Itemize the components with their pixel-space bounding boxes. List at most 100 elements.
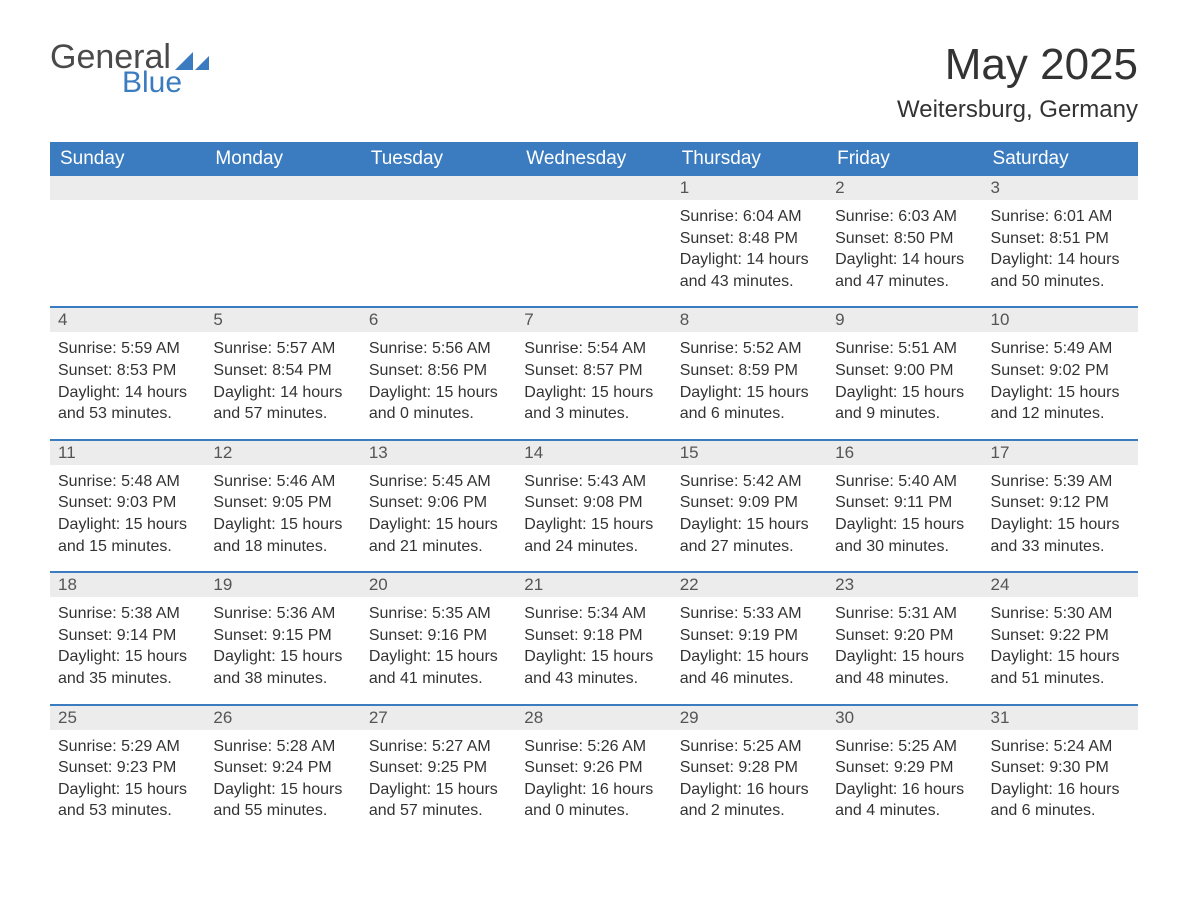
daylight-line: Daylight: 15 hours and 24 minutes. — [524, 514, 663, 557]
day-content: Sunrise: 5:43 AMSunset: 9:08 PMDaylight:… — [516, 465, 671, 571]
weekday-header-row: Sunday Monday Tuesday Wednesday Thursday… — [50, 142, 1138, 176]
calendar-week-row: 25Sunrise: 5:29 AMSunset: 9:23 PMDayligh… — [50, 704, 1138, 836]
sunset-line: Sunset: 9:26 PM — [524, 757, 663, 779]
day-number: 23 — [827, 571, 982, 597]
sunrise-line: Sunrise: 5:42 AM — [680, 471, 819, 493]
calendar-day-cell — [361, 176, 516, 306]
day-content: Sunrise: 5:34 AMSunset: 9:18 PMDaylight:… — [516, 597, 671, 703]
calendar-day-cell: 23Sunrise: 5:31 AMSunset: 9:20 PMDayligh… — [827, 571, 982, 703]
calendar-day-cell: 17Sunrise: 5:39 AMSunset: 9:12 PMDayligh… — [983, 439, 1138, 571]
daylight-line: Daylight: 15 hours and 43 minutes. — [524, 646, 663, 689]
calendar-day-cell: 3Sunrise: 6:01 AMSunset: 8:51 PMDaylight… — [983, 176, 1138, 306]
sunrise-line: Sunrise: 5:57 AM — [213, 338, 352, 360]
calendar-day-cell: 18Sunrise: 5:38 AMSunset: 9:14 PMDayligh… — [50, 571, 205, 703]
sunrise-line: Sunrise: 5:38 AM — [58, 603, 197, 625]
sunrise-line: Sunrise: 5:34 AM — [524, 603, 663, 625]
day-number: 26 — [205, 704, 360, 730]
day-content: Sunrise: 5:48 AMSunset: 9:03 PMDaylight:… — [50, 465, 205, 571]
day-content: Sunrise: 5:42 AMSunset: 9:09 PMDaylight:… — [672, 465, 827, 571]
day-number: 2 — [827, 176, 982, 200]
day-number: 12 — [205, 439, 360, 465]
daylight-line: Daylight: 15 hours and 41 minutes. — [369, 646, 508, 689]
sunset-line: Sunset: 9:25 PM — [369, 757, 508, 779]
day-content: Sunrise: 5:27 AMSunset: 9:25 PMDaylight:… — [361, 730, 516, 836]
daylight-line: Daylight: 15 hours and 15 minutes. — [58, 514, 197, 557]
sunrise-line: Sunrise: 5:31 AM — [835, 603, 974, 625]
calendar-week-row: 11Sunrise: 5:48 AMSunset: 9:03 PMDayligh… — [50, 439, 1138, 571]
calendar-table: Sunday Monday Tuesday Wednesday Thursday… — [50, 142, 1138, 836]
sunset-line: Sunset: 9:08 PM — [524, 492, 663, 514]
calendar-day-cell: 1Sunrise: 6:04 AMSunset: 8:48 PMDaylight… — [672, 176, 827, 306]
calendar-week-row: 4Sunrise: 5:59 AMSunset: 8:53 PMDaylight… — [50, 306, 1138, 438]
sunrise-line: Sunrise: 5:59 AM — [58, 338, 197, 360]
sunset-line: Sunset: 9:23 PM — [58, 757, 197, 779]
weekday-header: Monday — [205, 142, 360, 176]
daylight-line: Daylight: 15 hours and 38 minutes. — [213, 646, 352, 689]
day-number: 4 — [50, 306, 205, 332]
sunrise-line: Sunrise: 5:43 AM — [524, 471, 663, 493]
daylight-line: Daylight: 14 hours and 43 minutes. — [680, 249, 819, 292]
daylight-line: Daylight: 14 hours and 47 minutes. — [835, 249, 974, 292]
day-number: 17 — [983, 439, 1138, 465]
sunset-line: Sunset: 9:19 PM — [680, 625, 819, 647]
sunset-line: Sunset: 9:14 PM — [58, 625, 197, 647]
sunrise-line: Sunrise: 5:26 AM — [524, 736, 663, 758]
sunset-line: Sunset: 9:20 PM — [835, 625, 974, 647]
daylight-line: Daylight: 15 hours and 30 minutes. — [835, 514, 974, 557]
sunset-line: Sunset: 9:15 PM — [213, 625, 352, 647]
day-content: Sunrise: 5:25 AMSunset: 9:28 PMDaylight:… — [672, 730, 827, 836]
calendar-day-cell: 31Sunrise: 5:24 AMSunset: 9:30 PMDayligh… — [983, 704, 1138, 836]
sunrise-line: Sunrise: 5:45 AM — [369, 471, 508, 493]
day-content: Sunrise: 5:24 AMSunset: 9:30 PMDaylight:… — [983, 730, 1138, 836]
day-content: Sunrise: 5:46 AMSunset: 9:05 PMDaylight:… — [205, 465, 360, 571]
day-content: Sunrise: 5:30 AMSunset: 9:22 PMDaylight:… — [983, 597, 1138, 703]
weekday-header: Saturday — [983, 142, 1138, 176]
day-number-empty — [50, 176, 205, 200]
daylight-line: Daylight: 15 hours and 21 minutes. — [369, 514, 508, 557]
day-content: Sunrise: 5:40 AMSunset: 9:11 PMDaylight:… — [827, 465, 982, 571]
daylight-line: Daylight: 14 hours and 57 minutes. — [213, 382, 352, 425]
page-title: May 2025 — [897, 40, 1138, 90]
sunrise-line: Sunrise: 5:25 AM — [835, 736, 974, 758]
day-number: 14 — [516, 439, 671, 465]
day-content: Sunrise: 5:35 AMSunset: 9:16 PMDaylight:… — [361, 597, 516, 703]
daylight-line: Daylight: 15 hours and 57 minutes. — [369, 779, 508, 822]
daylight-line: Daylight: 15 hours and 9 minutes. — [835, 382, 974, 425]
sunrise-line: Sunrise: 5:35 AM — [369, 603, 508, 625]
day-content: Sunrise: 5:51 AMSunset: 9:00 PMDaylight:… — [827, 332, 982, 438]
sunrise-line: Sunrise: 5:39 AM — [991, 471, 1130, 493]
calendar-week-row: 18Sunrise: 5:38 AMSunset: 9:14 PMDayligh… — [50, 571, 1138, 703]
calendar-day-cell: 21Sunrise: 5:34 AMSunset: 9:18 PMDayligh… — [516, 571, 671, 703]
sunset-line: Sunset: 9:11 PM — [835, 492, 974, 514]
day-number: 28 — [516, 704, 671, 730]
calendar-day-cell: 15Sunrise: 5:42 AMSunset: 9:09 PMDayligh… — [672, 439, 827, 571]
sunrise-line: Sunrise: 5:33 AM — [680, 603, 819, 625]
calendar-week-row: 1Sunrise: 6:04 AMSunset: 8:48 PMDaylight… — [50, 176, 1138, 306]
sunset-line: Sunset: 8:50 PM — [835, 228, 974, 250]
calendar-day-cell — [50, 176, 205, 306]
day-number: 13 — [361, 439, 516, 465]
day-number: 1 — [672, 176, 827, 200]
day-number: 10 — [983, 306, 1138, 332]
daylight-line: Daylight: 14 hours and 50 minutes. — [991, 249, 1130, 292]
daylight-line: Daylight: 16 hours and 4 minutes. — [835, 779, 974, 822]
weekday-header: Tuesday — [361, 142, 516, 176]
sunrise-line: Sunrise: 6:04 AM — [680, 206, 819, 228]
daylight-line: Daylight: 15 hours and 6 minutes. — [680, 382, 819, 425]
calendar-day-cell: 4Sunrise: 5:59 AMSunset: 8:53 PMDaylight… — [50, 306, 205, 438]
sunrise-line: Sunrise: 5:54 AM — [524, 338, 663, 360]
sunrise-line: Sunrise: 5:48 AM — [58, 471, 197, 493]
daylight-line: Daylight: 16 hours and 2 minutes. — [680, 779, 819, 822]
day-content: Sunrise: 5:25 AMSunset: 9:29 PMDaylight:… — [827, 730, 982, 836]
day-number: 31 — [983, 704, 1138, 730]
calendar-day-cell — [205, 176, 360, 306]
day-content: Sunrise: 5:57 AMSunset: 8:54 PMDaylight:… — [205, 332, 360, 438]
day-number: 16 — [827, 439, 982, 465]
sunrise-line: Sunrise: 6:01 AM — [991, 206, 1130, 228]
sunset-line: Sunset: 9:03 PM — [58, 492, 197, 514]
sunset-line: Sunset: 8:56 PM — [369, 360, 508, 382]
calendar-day-cell: 2Sunrise: 6:03 AMSunset: 8:50 PMDaylight… — [827, 176, 982, 306]
sunrise-line: Sunrise: 5:27 AM — [369, 736, 508, 758]
sunset-line: Sunset: 9:09 PM — [680, 492, 819, 514]
day-content: Sunrise: 5:36 AMSunset: 9:15 PMDaylight:… — [205, 597, 360, 703]
